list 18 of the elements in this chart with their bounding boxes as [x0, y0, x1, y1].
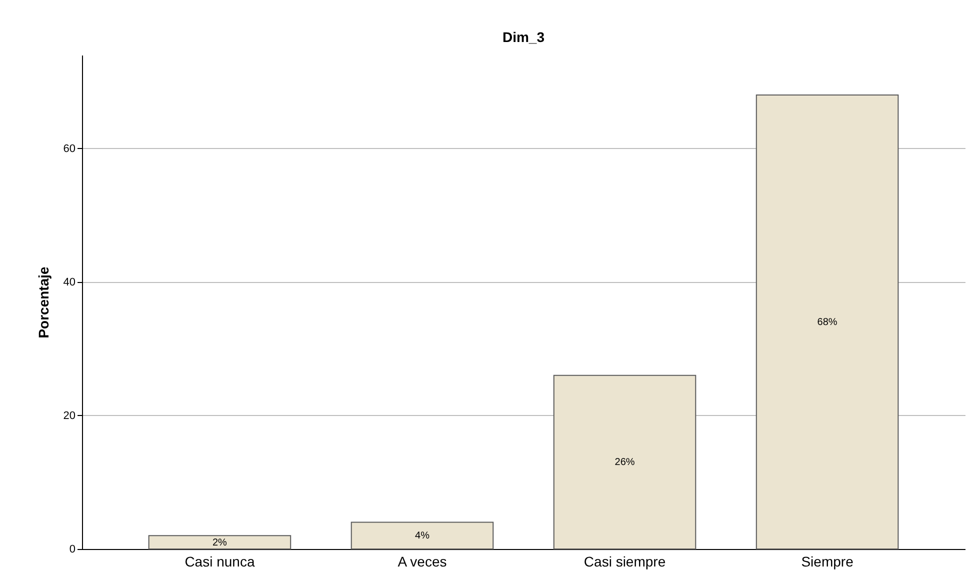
- x-tick-label: Casi siempre: [584, 554, 666, 570]
- bar: [148, 535, 292, 550]
- x-tick-label: Casi nunca: [184, 554, 255, 570]
- y-tick-label: 0: [69, 544, 76, 556]
- data-label: 2%: [212, 537, 228, 548]
- bar: [350, 522, 494, 550]
- y-axis-title: Porcentaje: [35, 266, 52, 338]
- y-tick-label: 60: [63, 142, 76, 155]
- data-label: 26%: [614, 457, 635, 468]
- bar: [553, 374, 696, 550]
- data-label: 68%: [817, 317, 838, 328]
- chart-title: Dim_3: [502, 29, 545, 45]
- bar: [756, 94, 899, 550]
- data-label: 4%: [415, 530, 430, 542]
- y-tick-label: 40: [63, 276, 76, 288]
- x-tick-label: Siempre: [801, 554, 854, 570]
- x-tick-label: A veces: [398, 554, 447, 570]
- y-tick-label: 20: [63, 410, 76, 422]
